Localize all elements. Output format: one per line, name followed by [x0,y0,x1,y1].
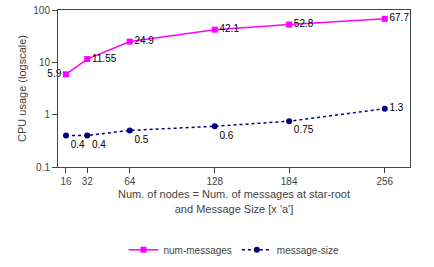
svg-text:128: 128 [206,176,223,187]
svg-text:0.75: 0.75 [294,124,314,135]
svg-text:32: 32 [82,176,94,187]
svg-text:16: 16 [60,176,72,187]
svg-text:1: 1 [44,109,50,120]
svg-text:message-size: message-size [277,245,339,256]
svg-text:64: 64 [124,176,136,187]
svg-text:0.4: 0.4 [71,139,85,150]
svg-text:184: 184 [281,176,298,187]
svg-text:0.4: 0.4 [92,139,106,150]
svg-text:1.3: 1.3 [390,102,404,113]
svg-text:num-messages: num-messages [164,245,232,256]
svg-text:0.5: 0.5 [134,134,148,145]
svg-text:CPU usage (logscale): CPU usage (logscale) [16,35,28,142]
svg-text:0.6: 0.6 [219,130,233,141]
svg-text:24.9: 24.9 [134,35,154,46]
svg-text:10: 10 [39,57,51,68]
svg-text:42.1: 42.1 [219,23,239,34]
svg-text:11.55: 11.55 [92,53,117,64]
svg-text:100: 100 [33,5,50,16]
svg-text:5.9: 5.9 [47,68,61,79]
svg-text:0.1: 0.1 [36,162,50,173]
svg-text:Num. of nodes = Num. of messag: Num. of nodes = Num. of messages at star… [118,188,350,214]
svg-text:67.7: 67.7 [390,12,410,23]
svg-text:256: 256 [376,176,393,187]
svg-text:52.8: 52.8 [294,18,314,29]
